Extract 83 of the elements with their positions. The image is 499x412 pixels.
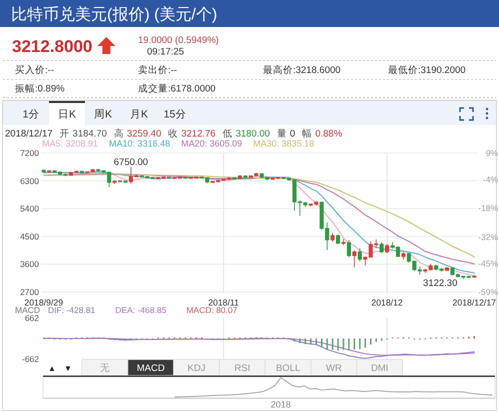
y2-tick-label: -45% — [478, 258, 498, 268]
text: 高 — [114, 128, 124, 140]
text: 低 — [222, 128, 233, 140]
text: 3212.8000 — [12, 37, 92, 56]
text: MA30: 3835.18 — [253, 138, 314, 148]
annotation: 3122.30 — [423, 278, 458, 289]
text: 幅 — [302, 128, 312, 140]
x-tick-label: 2018/12/17 — [452, 298, 496, 308]
text: MACD: 80.07 — [186, 305, 238, 315]
text: 卖出价:-- — [138, 64, 177, 76]
text: 最高价:3218.6000 — [263, 64, 341, 76]
text: 1分 — [22, 108, 40, 120]
text: 19.0000 (0.5949%) — [138, 35, 219, 46]
candlestick — [330, 232, 335, 242]
text: BOLL — [276, 363, 300, 374]
y-tick-label: 662 — [24, 313, 40, 323]
text: 周K — [94, 108, 112, 120]
candlestick — [358, 248, 362, 262]
y-tick-label: 3600 — [20, 259, 40, 270]
text: 3212.76 — [181, 128, 216, 140]
y2-tick-label: -32% — [478, 232, 498, 242]
text: 0.88% — [315, 128, 343, 140]
text: 振幅:0.89% — [15, 82, 66, 94]
text: 15分 — [164, 108, 186, 120]
text: ▼ — [64, 364, 72, 373]
text: WR — [326, 363, 342, 374]
candlestick — [42, 169, 46, 174]
text: 3184.70 — [72, 128, 107, 140]
text: 月K — [130, 108, 148, 120]
y-tick-label: 7200 — [20, 148, 40, 158]
x-tick-label: 2018/9/29 — [24, 298, 64, 308]
candlestick — [385, 244, 390, 254]
y2-tick-label: -59% — [478, 287, 498, 297]
y2-tick-label: -4% — [482, 174, 498, 185]
candlestick — [47, 170, 52, 173]
text: ▲ — [48, 364, 56, 373]
candlestick — [238, 174, 242, 180]
text: 0 — [290, 128, 296, 140]
y2-tick-label: 9% — [486, 148, 498, 158]
text: 2018/12/17 — [5, 128, 53, 140]
text: MACD — [136, 363, 165, 374]
text: DEA: -468.85 — [115, 305, 167, 315]
candlestick — [112, 180, 117, 184]
candlestick — [346, 240, 351, 258]
text: MA10: 3316.48 — [109, 138, 170, 148]
y-tick-label: -662 — [22, 354, 40, 364]
text: KDJ — [188, 363, 206, 374]
candlestick — [341, 238, 346, 246]
text: 收 — [168, 128, 178, 140]
text: 最低价:3190.2000 — [388, 64, 466, 76]
y2-tick-label: -18% — [478, 203, 498, 214]
text: RSI — [234, 363, 250, 374]
y-tick-label: 4500 — [20, 231, 40, 242]
candlestick — [380, 242, 384, 254]
legend-title: MACD — [15, 305, 40, 315]
text: 2018 — [270, 400, 291, 410]
text: 09:17:25 — [147, 46, 184, 58]
text: DMI — [370, 363, 388, 374]
candlestick — [401, 251, 406, 260]
text: 开 — [60, 128, 70, 140]
text: 3180.00 — [236, 128, 270, 140]
x-tick-label: 2018/11 — [208, 298, 240, 308]
text: 成交量:6178.0000 — [138, 82, 216, 94]
text: 无 — [100, 363, 110, 374]
y-tick-label: 2700 — [20, 287, 40, 297]
text: 比特币兑美元(报价) (美元/个) — [11, 6, 218, 24]
text: 3259.40 — [126, 128, 162, 140]
candlestick — [444, 266, 450, 272]
text: 量 — [276, 128, 287, 140]
candlestick — [232, 177, 237, 180]
annotation: 6750.00 — [114, 156, 148, 168]
text: MA5: 3208.91 — [42, 138, 98, 148]
candlestick — [472, 274, 476, 278]
text: 日K — [58, 108, 76, 120]
text: DIF: -428.81 — [48, 305, 96, 315]
candlestick — [336, 234, 340, 245]
y-tick-label: 6300 — [20, 176, 40, 186]
x-tick-label: 2018/12 — [371, 298, 403, 308]
text: MA20: 3605.09 — [181, 138, 242, 148]
candlestick — [352, 250, 356, 268]
text: 买入价:-- — [15, 64, 54, 76]
candlestick — [243, 175, 248, 179]
y-tick-label: 5400 — [20, 204, 40, 214]
